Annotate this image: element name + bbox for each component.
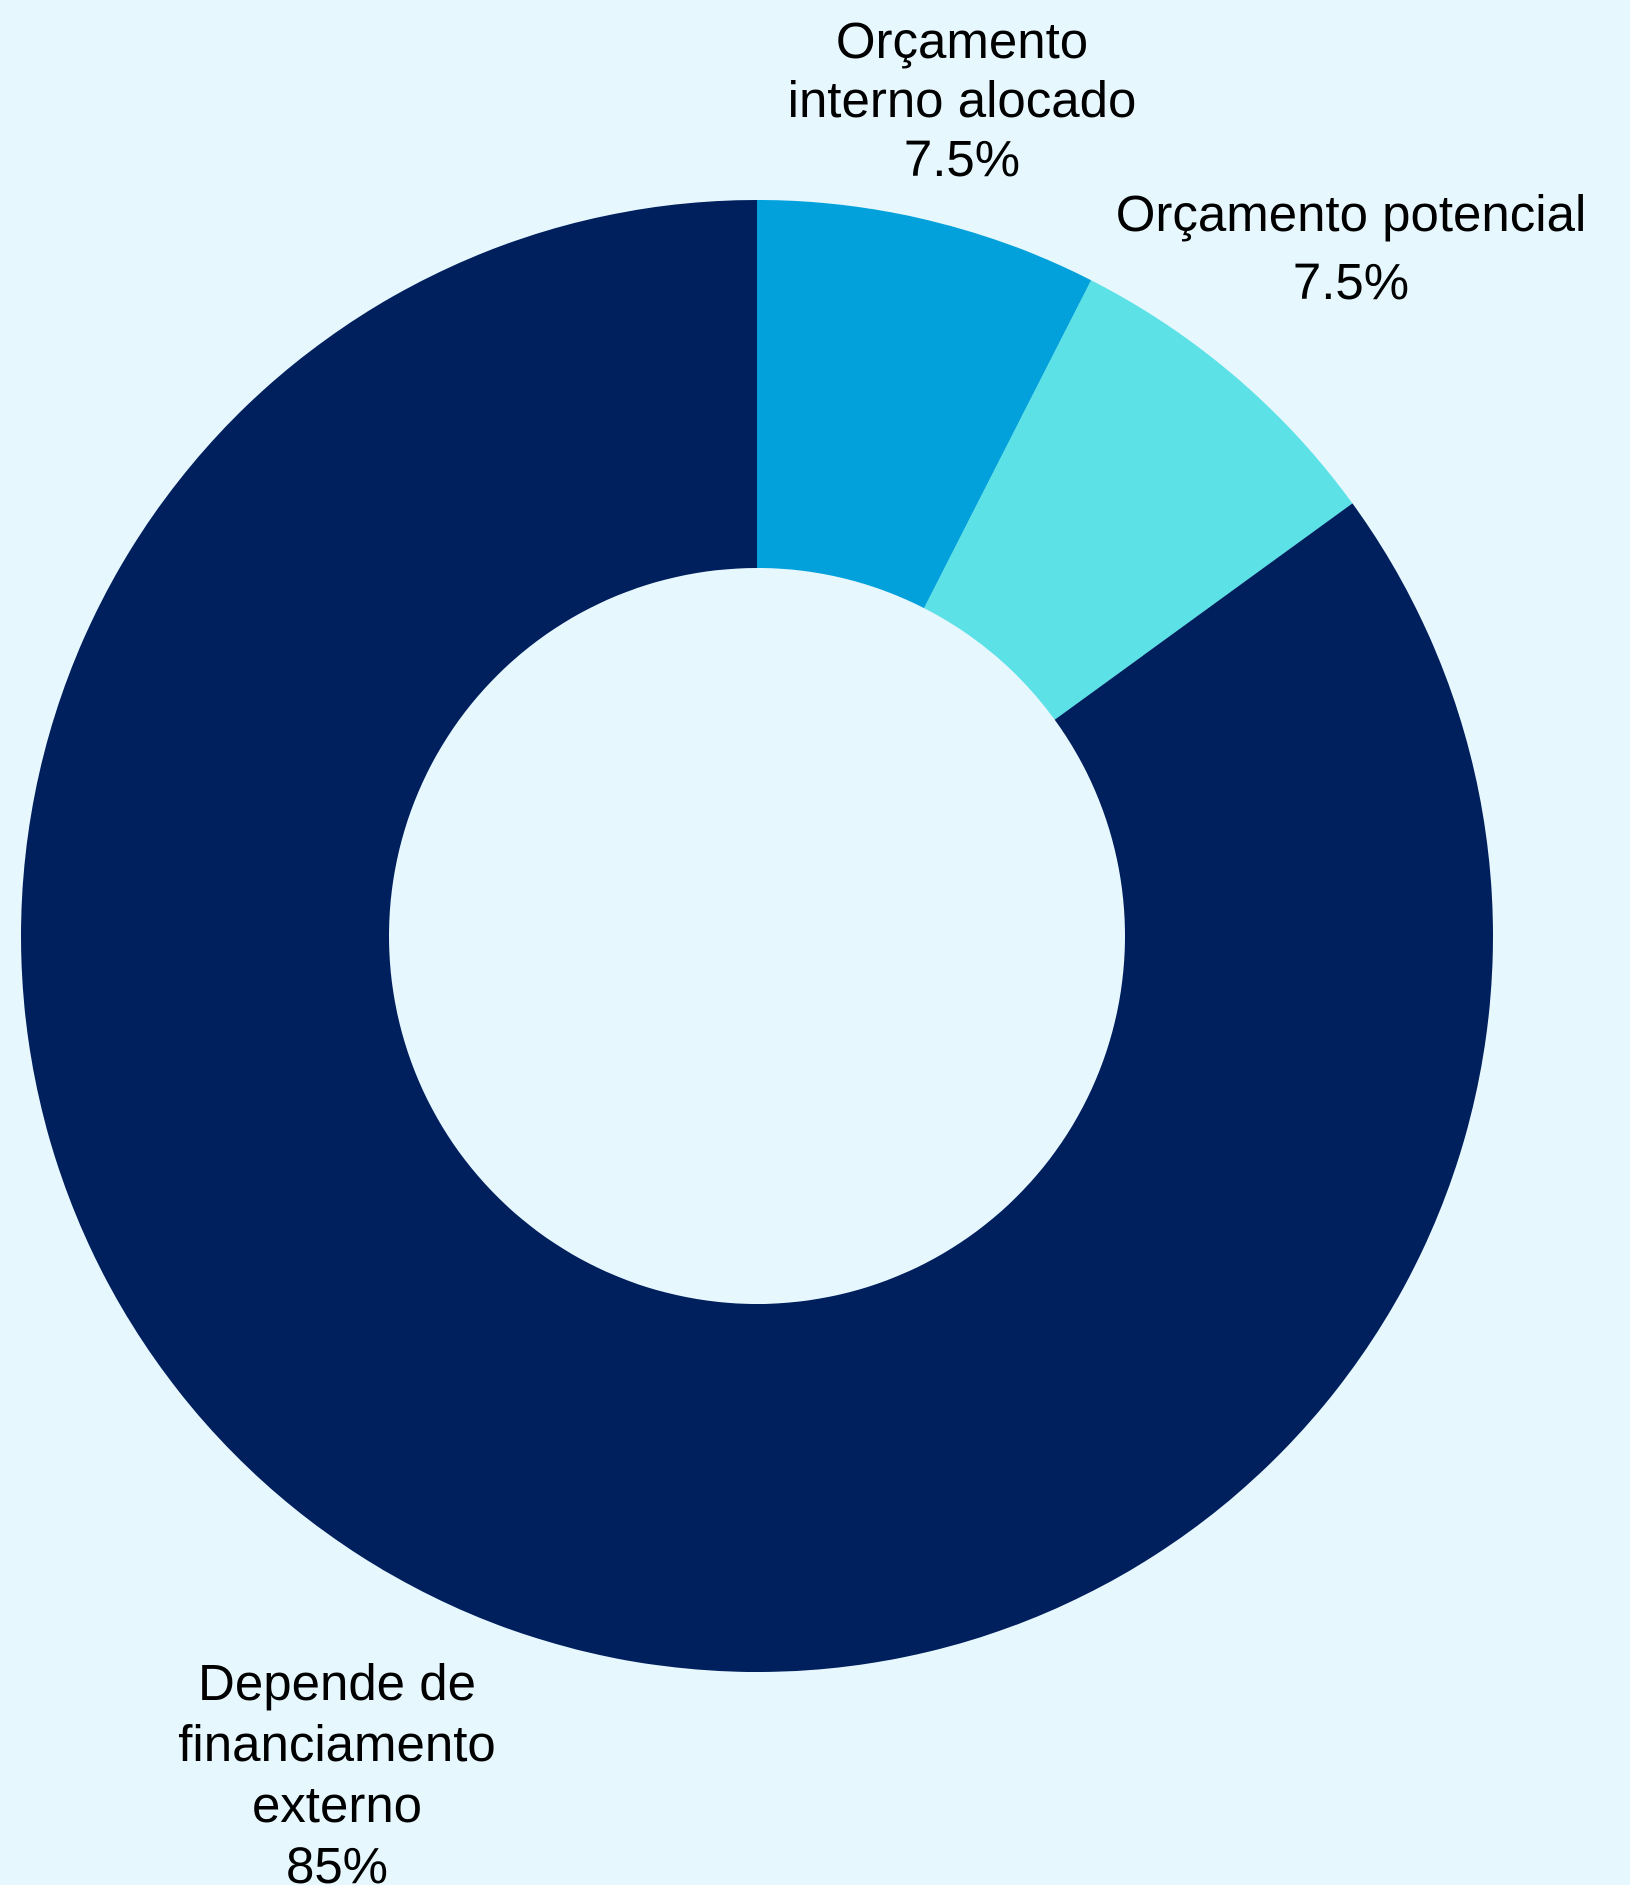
slice-value-label: 7.5%	[1293, 253, 1409, 310]
slice-label-1: Orçamento interno alocado 7.5%	[788, 12, 1137, 187]
slice-name-line: Depende de	[198, 1654, 476, 1711]
slice-value-label: 85%	[286, 1837, 388, 1885]
slice-labels: Orçamento interno alocado 7.5%Orçamento po…	[178, 12, 1586, 1885]
donut-slice-1	[757, 200, 1092, 609]
slice-label-2: Orçamento potencial 7.5%	[1116, 185, 1587, 310]
slice-name-line: interno alocado	[788, 71, 1137, 128]
donut-slices	[20, 200, 1493, 1672]
slice-value-label: 7.5%	[904, 130, 1020, 187]
slice-name-line: externo	[252, 1776, 422, 1833]
donut-slice-2	[924, 280, 1353, 720]
slice-name-line: financiamento	[178, 1715, 496, 1772]
slice-label-3: Depende de financiamento externo 85%	[178, 1654, 496, 1885]
slice-name-line: Orçamento	[836, 12, 1088, 69]
donut-slice-3	[20, 200, 1493, 1672]
slice-name-line: Orçamento potencial	[1116, 185, 1587, 242]
